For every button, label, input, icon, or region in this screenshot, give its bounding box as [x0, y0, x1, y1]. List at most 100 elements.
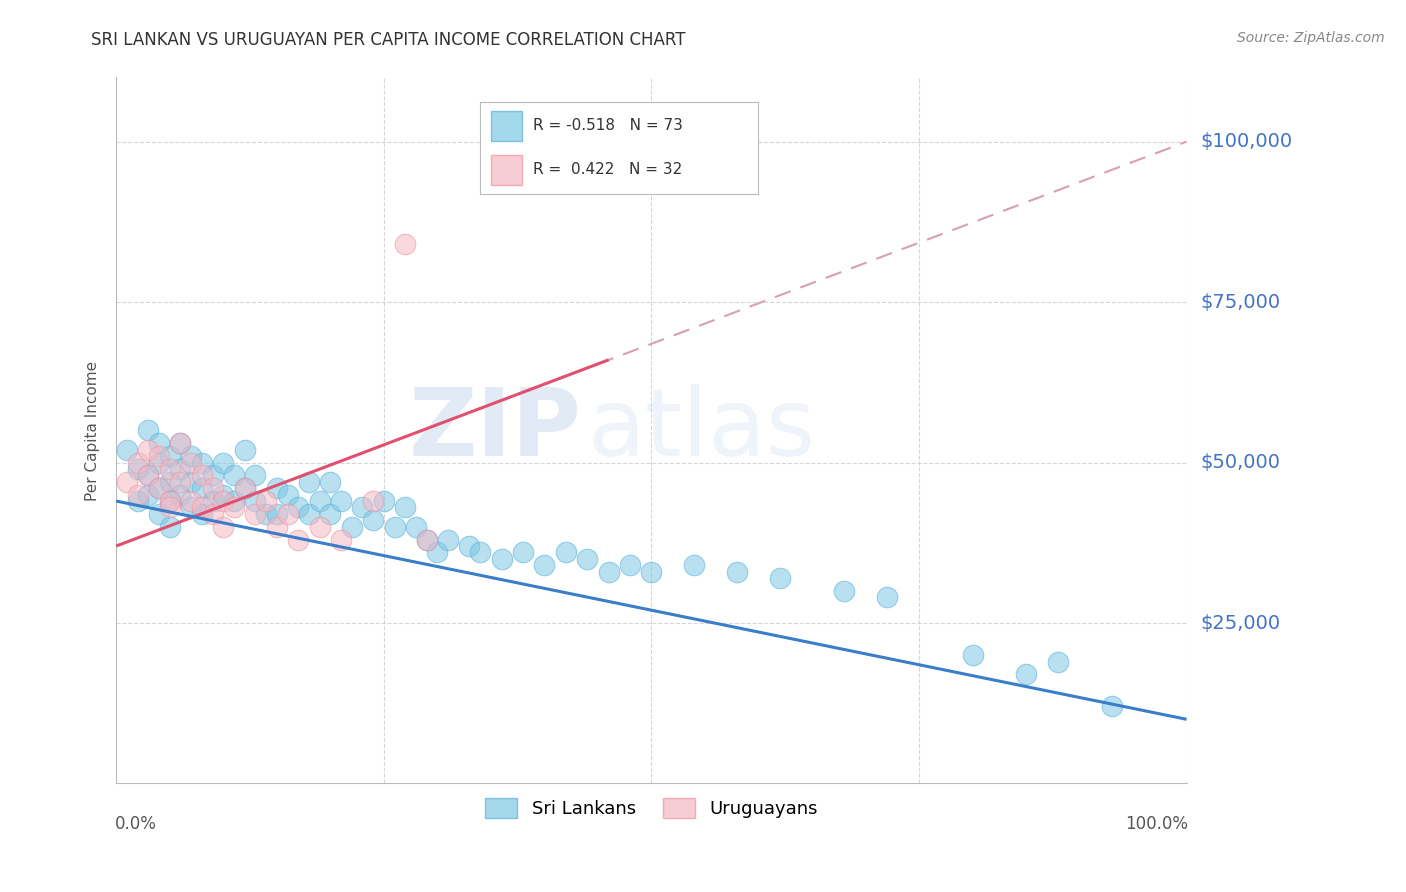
Point: [212, 520, 235, 534]
Point: [148, 481, 170, 495]
Point: [405, 520, 427, 534]
Point: [287, 500, 309, 515]
Point: [159, 449, 181, 463]
Point: [233, 481, 256, 495]
Point: [148, 449, 170, 463]
Point: [640, 565, 662, 579]
Point: [201, 494, 224, 508]
Point: [201, 507, 224, 521]
Point: [169, 475, 191, 489]
Point: [222, 468, 245, 483]
Text: 100.0%: 100.0%: [1125, 815, 1188, 833]
Point: [148, 436, 170, 450]
Point: [415, 533, 437, 547]
Point: [1047, 655, 1070, 669]
Point: [159, 520, 181, 534]
Point: [159, 475, 181, 489]
Point: [159, 494, 181, 508]
Point: [340, 520, 363, 534]
Point: [169, 488, 191, 502]
Point: [138, 468, 160, 483]
Point: [437, 533, 460, 547]
Point: [138, 424, 160, 438]
Point: [169, 436, 191, 450]
Point: [962, 648, 984, 662]
Point: [491, 552, 513, 566]
Point: [298, 507, 321, 521]
Point: [352, 500, 374, 515]
Point: [554, 545, 576, 559]
Point: [159, 462, 181, 476]
Point: [330, 533, 353, 547]
Point: [725, 565, 748, 579]
Point: [308, 520, 330, 534]
Text: $50,000: $50,000: [1201, 453, 1281, 472]
Point: [180, 475, 202, 489]
Point: [138, 488, 160, 502]
Point: [159, 494, 181, 508]
Point: [683, 558, 706, 573]
Point: [127, 456, 149, 470]
Point: [222, 494, 245, 508]
Text: $100,000: $100,000: [1201, 132, 1292, 151]
Point: [148, 481, 170, 495]
Text: $75,000: $75,000: [1201, 293, 1281, 311]
Point: [426, 545, 449, 559]
Text: $25,000: $25,000: [1201, 614, 1281, 632]
Point: [191, 456, 214, 470]
Point: [276, 507, 298, 521]
Legend: Sri Lankans, Uruguayans: Sri Lankans, Uruguayans: [475, 789, 827, 828]
Point: [201, 468, 224, 483]
Point: [394, 237, 416, 252]
Point: [138, 442, 160, 457]
Point: [415, 533, 437, 547]
Point: [287, 533, 309, 547]
Point: [127, 494, 149, 508]
Text: 0.0%: 0.0%: [115, 815, 157, 833]
Point: [159, 500, 181, 515]
Point: [832, 583, 855, 598]
Point: [115, 442, 138, 457]
Point: [533, 558, 555, 573]
Point: [512, 545, 534, 559]
Point: [266, 520, 288, 534]
Point: [254, 494, 277, 508]
Point: [254, 507, 277, 521]
Point: [361, 494, 384, 508]
Point: [115, 475, 138, 489]
Point: [180, 449, 202, 463]
Y-axis label: Per Capita Income: Per Capita Income: [86, 360, 100, 500]
Point: [266, 507, 288, 521]
Point: [212, 488, 235, 502]
Point: [169, 436, 191, 450]
Point: [373, 494, 395, 508]
Point: [169, 462, 191, 476]
Point: [138, 468, 160, 483]
Point: [266, 481, 288, 495]
Point: [619, 558, 641, 573]
Point: [769, 571, 792, 585]
Point: [180, 500, 202, 515]
Point: [470, 545, 492, 559]
Point: [319, 507, 342, 521]
Point: [191, 507, 214, 521]
Point: [319, 475, 342, 489]
Point: [180, 494, 202, 508]
Point: [298, 475, 321, 489]
Point: [394, 500, 416, 515]
Text: Source: ZipAtlas.com: Source: ZipAtlas.com: [1237, 31, 1385, 45]
Point: [598, 565, 620, 579]
Point: [148, 456, 170, 470]
Text: ZIP: ZIP: [409, 384, 582, 476]
Point: [245, 494, 267, 508]
Point: [127, 462, 149, 476]
Point: [148, 507, 170, 521]
Point: [233, 442, 256, 457]
Point: [308, 494, 330, 508]
Point: [201, 481, 224, 495]
Point: [458, 539, 481, 553]
Point: [180, 456, 202, 470]
Point: [876, 591, 898, 605]
Point: [384, 520, 406, 534]
Point: [361, 513, 384, 527]
